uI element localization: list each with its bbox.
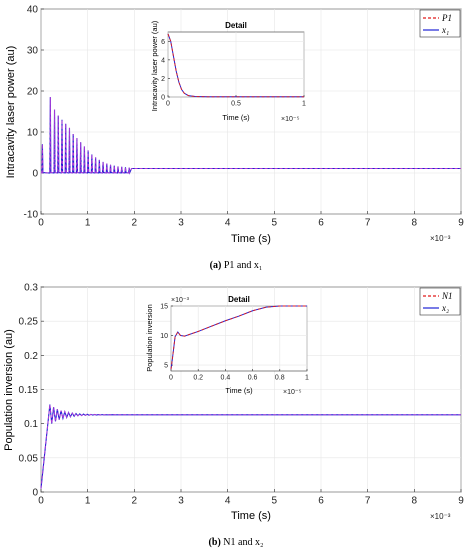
panel-a-y-axis-title: Intracavity laser power (au) <box>5 46 17 179</box>
legend-label-n1: N1 <box>441 291 453 301</box>
panel-b-inset-x-title: Time (s) <box>225 386 253 395</box>
panel-b-x-tick-label: 6 <box>318 496 324 507</box>
panel-a-inset-x-tick-label: 1 <box>302 100 306 107</box>
panel-a-x-tick-label: 3 <box>178 218 184 229</box>
panel-a-y-tick-label: 20 <box>27 87 39 98</box>
panel-a-y-tick-label: 40 <box>27 5 39 16</box>
panel-a-x-ticks: 0 1 2 3 4 5 6 7 8 9 <box>38 211 464 229</box>
panel-b-x-tick-label: 8 <box>412 496 418 507</box>
panel-a-inset-title: Detail <box>225 21 247 30</box>
panel-a-x-tick-label: 8 <box>412 218 418 229</box>
panel-a-x-exponent: ×10⁻³ <box>430 234 451 243</box>
panel-a-x-tick-label: 6 <box>318 218 324 229</box>
panel-b-y-tick-label: 0 <box>32 488 38 499</box>
panel-b-x-exponent: ×10⁻³ <box>430 512 451 521</box>
panel-a-inset-x-tick-label: 0.5 <box>231 100 241 107</box>
panel-b-inset-series <box>170 305 307 370</box>
panel-b-x-tick-label: 3 <box>178 496 184 507</box>
panel-a-y-tick-label: 10 <box>27 128 39 139</box>
panel-b-x-tick-label: 4 <box>225 496 231 507</box>
panel-a-inset-y-tick-label: 6 <box>161 39 165 46</box>
panel-b-inset-x-tick-label: 0.2 <box>193 374 203 381</box>
panel-a-inset-ticks: 0 2 4 6 0 0.5 1 <box>161 39 306 107</box>
caption-a-label: (a) <box>210 260 222 271</box>
panel-b-inset-y-tick-label: 5 <box>164 363 168 370</box>
caption-a-text: P1 and x₁ <box>221 260 262 271</box>
panel-b-series <box>40 404 462 489</box>
panel-b-y-tick-label: 0.1 <box>24 419 38 430</box>
inset-series-n1-line <box>170 305 307 370</box>
panel-a-inset-y-tick-label: 2 <box>161 76 165 83</box>
panel-b-y-tick-label: 0.2 <box>24 351 38 362</box>
panel-b-x-tick-label: 9 <box>458 496 464 507</box>
series-p1-line <box>41 97 461 175</box>
caption-b-text: N1 and x₂ <box>221 537 264 548</box>
panel-a-y-tick-label: 0 <box>32 169 38 180</box>
panel-a-series <box>41 97 461 175</box>
panel-b-y-axis-title: Population inversion (au) <box>3 329 15 451</box>
caption-a: (a) P1 and x₁ <box>210 260 263 271</box>
panel-a-y-tick-label: 30 <box>27 46 39 57</box>
panel-b-inset-y-tick-label: 15 <box>160 304 168 311</box>
panel-a-inset-y-tick-label: 4 <box>161 57 165 64</box>
legend-label-p1: P1 <box>441 13 452 23</box>
panel-b-x-tick-label: 1 <box>85 496 91 507</box>
caption-b-label: (b) <box>209 537 221 548</box>
panel-b-inset-x-exponent: ×10⁻⁵ <box>283 389 302 396</box>
panel-a-x-tick-label: 7 <box>365 218 371 229</box>
panel-b-x-tick-label: 5 <box>272 496 278 507</box>
panel-a-inset-x-title: Time (s) <box>222 113 250 122</box>
panel-b-inset-ticks: 5 10 15 0 0.2 0.4 0.6 0.8 1 <box>160 304 309 382</box>
panel-a-legend: P1 x₁ <box>419 9 461 38</box>
panel-b-y-tick-label: 0.05 <box>19 453 39 464</box>
inset-series-p1-line <box>167 33 304 98</box>
panel-b-inset-title: Detail <box>228 295 250 304</box>
panel-b-inset-y-exponent: ×10⁻³ <box>171 297 190 304</box>
panel-b-x-tick-label: 0 <box>38 496 44 507</box>
panel-a-x-tick-label: 4 <box>225 218 231 229</box>
panel-a-x-tick-label: 0 <box>38 218 44 229</box>
panel-a-inset: 0 2 4 6 0 0.5 1 Detail Time (s) ×10⁻⁵ Intracav… <box>150 20 306 123</box>
panel-a-y-tick-label: -10 <box>24 210 39 221</box>
panel-a-inset-x-exponent: ×10⁻⁵ <box>281 116 300 123</box>
panel-b-inset: 5 10 15 0 0.2 0.4 0.6 0.8 1 Detail ×10⁻³ Time (s… <box>145 295 309 396</box>
panel-a-inset-y-title: Intracavity laser power (au) <box>150 20 159 111</box>
panel-b-x-ticks: 0 1 2 3 4 5 6 7 8 9 <box>38 489 464 507</box>
panel-b-inset-plot <box>170 305 308 372</box>
panel-a-inset-series <box>167 33 304 98</box>
panel-a-x-tick-label: 2 <box>132 218 138 229</box>
panel-b-inset-y-title: Population inversion <box>145 304 154 372</box>
panel-b-inset-y-tick-label: 10 <box>160 333 168 340</box>
panel-a-x-tick-label: 9 <box>458 218 464 229</box>
panel-a-inset-x-tick-label: 0 <box>166 100 170 107</box>
panel-b-y-tick-label: 0.15 <box>19 385 39 396</box>
panel-a-inset-y-tick-label: 0 <box>161 95 165 102</box>
series-x2-line <box>40 404 462 489</box>
panel-b-inset-x-tick-label: 1 <box>305 374 309 381</box>
panel-b-x-tick-label: 2 <box>132 496 138 507</box>
panel-b-inset-x-tick-label: 0.6 <box>248 374 258 381</box>
panel-b-y-tick-label: 0.25 <box>19 317 39 328</box>
panel-b-x-tick-label: 7 <box>365 496 371 507</box>
panel-a-x-axis-title: Time (s) <box>231 233 271 245</box>
panel-a-legend-box <box>419 9 461 38</box>
panel-b-inset-x-tick-label: 0 <box>169 374 173 381</box>
panel-b-legend: N1 x₂ <box>419 287 461 316</box>
panel-b-inset-grid <box>170 305 308 371</box>
legend-label-x2: x₂ <box>441 303 449 313</box>
panel-a-x-tick-label: 1 <box>85 218 91 229</box>
panel-b-inset-x-tick-label: 0.8 <box>275 374 285 381</box>
caption-b: (b) N1 and x₂ <box>209 537 264 548</box>
panel-a-x-tick-label: 5 <box>272 218 278 229</box>
panel-b-y-tick-label: 0.3 <box>24 283 38 294</box>
panel-b-x-axis-title: Time (s) <box>231 510 271 522</box>
panel-b-legend-box <box>419 287 461 316</box>
panel-b-inset-x-tick-label: 0.4 <box>221 374 231 381</box>
panel-a-inset-grid <box>167 32 305 98</box>
legend-label-x1: x₁ <box>441 25 449 35</box>
panel-b-y-ticks: 0 0.05 0.1 0.15 0.2 0.25 0.3 <box>19 283 44 499</box>
